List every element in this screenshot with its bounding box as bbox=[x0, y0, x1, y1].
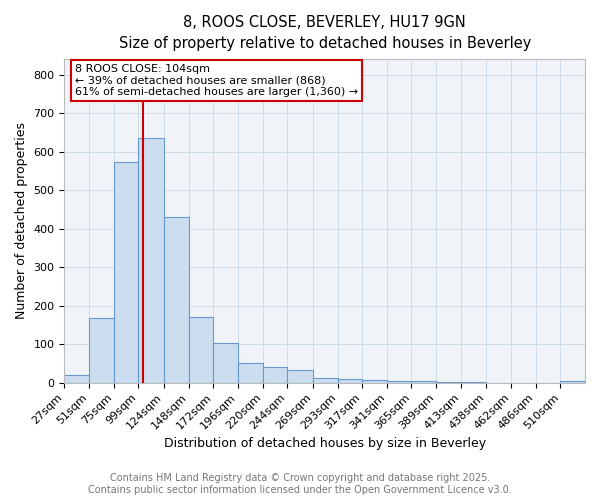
Bar bbox=[560, 381, 585, 382]
Bar bbox=[387, 381, 412, 382]
Bar bbox=[188, 317, 213, 382]
Bar bbox=[287, 370, 313, 382]
Bar bbox=[213, 343, 238, 382]
Bar bbox=[313, 378, 338, 382]
Bar bbox=[362, 380, 387, 382]
Text: Contains HM Land Registry data © Crown copyright and database right 2025.
Contai: Contains HM Land Registry data © Crown c… bbox=[88, 474, 512, 495]
Y-axis label: Number of detached properties: Number of detached properties bbox=[15, 122, 28, 320]
Bar bbox=[89, 318, 113, 382]
Bar bbox=[263, 368, 287, 382]
X-axis label: Distribution of detached houses by size in Beverley: Distribution of detached houses by size … bbox=[164, 437, 486, 450]
Text: 8 ROOS CLOSE: 104sqm
← 39% of detached houses are smaller (868)
61% of semi-deta: 8 ROOS CLOSE: 104sqm ← 39% of detached h… bbox=[75, 64, 358, 97]
Bar bbox=[164, 217, 188, 382]
Bar bbox=[113, 162, 139, 382]
Bar bbox=[64, 375, 89, 382]
Title: 8, ROOS CLOSE, BEVERLEY, HU17 9GN
Size of property relative to detached houses i: 8, ROOS CLOSE, BEVERLEY, HU17 9GN Size o… bbox=[119, 15, 531, 51]
Bar bbox=[238, 362, 263, 382]
Bar bbox=[412, 381, 436, 382]
Bar bbox=[139, 138, 164, 382]
Bar bbox=[338, 379, 362, 382]
